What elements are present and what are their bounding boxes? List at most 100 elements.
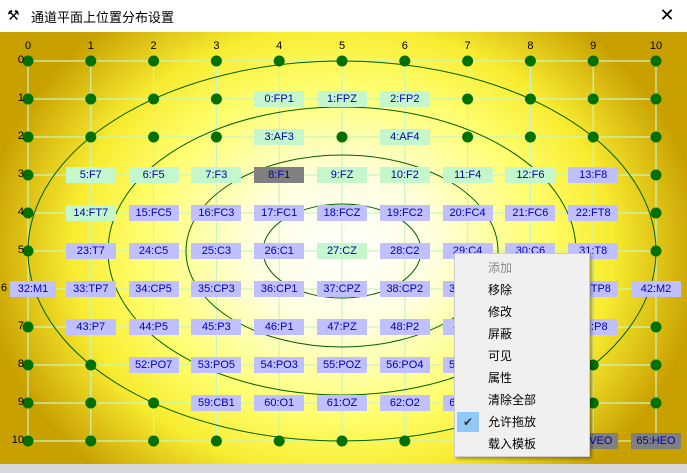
electrode-label[interactable]: 27:CZ xyxy=(317,243,367,259)
menu-item[interactable]: 载入模板 xyxy=(455,433,589,455)
row-number: 4 xyxy=(17,206,24,218)
grid-point-dot xyxy=(210,435,222,447)
electrode-label[interactable]: 11:F4 xyxy=(442,167,493,183)
electrode-label[interactable]: 44:P5 xyxy=(128,319,179,335)
electrode-label[interactable]: 15:FC5 xyxy=(128,205,179,221)
electrode-label[interactable]: 32:M1 xyxy=(10,281,56,297)
electrode-label[interactable]: 10:F2 xyxy=(379,167,430,183)
menu-item-label: 允许拖放 xyxy=(488,415,537,429)
grid-point-dot xyxy=(22,93,34,105)
electrode-label[interactable]: 7:F3 xyxy=(191,167,242,183)
column-number: 2 xyxy=(150,40,157,52)
electrode-label[interactable]: 17:FC1 xyxy=(254,205,305,221)
electrode-label[interactable]: 3:AF3 xyxy=(254,129,305,145)
electrode-label[interactable]: 55:POZ xyxy=(317,357,367,373)
grid-point-dot xyxy=(85,93,97,105)
bottom-border xyxy=(0,464,687,473)
electrode-label[interactable]: 33:TP7 xyxy=(65,281,116,297)
column-number: 7 xyxy=(464,40,471,52)
electrode-label[interactable]: 48:P2 xyxy=(379,319,430,335)
electrode-label[interactable]: 59:CB1 xyxy=(191,395,242,411)
electrode-label[interactable]: 38:CP2 xyxy=(379,281,430,297)
electrode-label[interactable]: 13:F8 xyxy=(568,167,619,183)
menu-item-label: 添加 xyxy=(488,261,513,275)
electrode-label[interactable]: 26:C1 xyxy=(254,243,305,259)
grid-point-dot xyxy=(22,169,34,181)
electrode-label[interactable]: 2:FP2 xyxy=(379,91,430,107)
electrode-label[interactable]: 8:F1 xyxy=(254,167,305,183)
column-number: 9 xyxy=(590,40,597,52)
menu-item[interactable]: 移除 xyxy=(455,279,589,301)
grid-point-dot xyxy=(650,321,662,333)
grid-point-dot xyxy=(650,207,662,219)
electrode-label[interactable]: 5:F7 xyxy=(65,167,116,183)
menu-item[interactable]: 属性 xyxy=(455,367,589,389)
menu-item[interactable]: 屏蔽 xyxy=(455,323,589,345)
electrode-label[interactable]: 0:FP1 xyxy=(254,91,305,107)
electrode-label[interactable]: 9:FZ xyxy=(317,167,367,183)
grid-point-dot xyxy=(587,131,599,143)
electrode-label[interactable]: 21:FC6 xyxy=(505,205,556,221)
row-number: 10 xyxy=(11,434,24,446)
electrode-label[interactable]: 14:FT7 xyxy=(65,205,116,221)
row-number: 5 xyxy=(17,244,24,256)
electrode-label[interactable]: 43:P7 xyxy=(65,319,116,335)
context-menu: 添加移除 修改 屏蔽可见属性清除全部 ✔ 允许拖放载入模板 xyxy=(454,253,590,457)
grid-point-dot xyxy=(399,435,411,447)
electrode-label[interactable]: 18:FCZ xyxy=(317,205,367,221)
close-button[interactable]: ✕ xyxy=(659,5,675,26)
menu-item[interactable]: 添加 xyxy=(455,257,589,279)
grid-point-dot xyxy=(210,93,222,105)
grid-point-dot xyxy=(399,55,411,67)
grid-point-dot xyxy=(524,55,536,67)
electrode-label[interactable]: 6:F5 xyxy=(128,167,179,183)
electrode-label[interactable]: 24:C5 xyxy=(128,243,179,259)
electrode-label[interactable]: 4:AF4 xyxy=(379,129,430,145)
electrode-label[interactable]: 47:PZ xyxy=(317,319,367,335)
electrode-label[interactable]: 61:OZ xyxy=(317,395,367,411)
electrode-label[interactable]: 42:M2 xyxy=(631,281,681,297)
electrode-label[interactable]: 23:T7 xyxy=(65,243,116,259)
menu-item-label: 属性 xyxy=(488,371,513,385)
electrode-label[interactable]: 1:FPZ xyxy=(317,91,367,107)
row-number: 3 xyxy=(17,168,24,180)
electrode-label[interactable]: 52:PO7 xyxy=(128,357,179,373)
column-number: 1 xyxy=(87,40,94,52)
electrode-label[interactable]: 37:CPZ xyxy=(317,281,367,297)
electrode-label[interactable]: 53:PO5 xyxy=(191,357,242,373)
grid-point-dot xyxy=(336,435,348,447)
electrode-label[interactable]: 62:O2 xyxy=(379,395,430,411)
electrode-label[interactable]: 56:PO4 xyxy=(379,357,430,373)
electrode-label[interactable]: 25:C3 xyxy=(191,243,242,259)
menu-item[interactable]: 修改 xyxy=(455,301,589,323)
grid-point-dot xyxy=(210,55,222,67)
electrode-label[interactable]: 28:C2 xyxy=(379,243,430,259)
electrode-label[interactable]: 35:CP3 xyxy=(191,281,242,297)
electrode-label[interactable]: 16:FC3 xyxy=(191,205,242,221)
head-contour-ellipse xyxy=(185,154,499,348)
electrode-label[interactable]: 45:P3 xyxy=(191,319,242,335)
electrode-label[interactable]: 46:P1 xyxy=(254,319,305,335)
electrode-label[interactable]: 36:CP1 xyxy=(254,281,305,297)
checkmark-icon: ✔ xyxy=(457,412,479,432)
row-number: 8 xyxy=(17,358,24,370)
electrode-label[interactable]: 20:FC4 xyxy=(442,205,493,221)
grid-point-dot xyxy=(85,435,97,447)
electrode-label[interactable]: 54:PO3 xyxy=(254,357,305,373)
electrode-label[interactable]: 19:FC2 xyxy=(379,205,430,221)
menu-item[interactable]: 清除全部 xyxy=(455,389,589,411)
menu-item[interactable]: 可见 xyxy=(455,345,589,367)
grid-point-dot xyxy=(85,131,97,143)
electrode-label[interactable]: 22:FT8 xyxy=(568,205,619,221)
electrode-label[interactable]: 65:HEO xyxy=(631,433,681,449)
grid-point-dot xyxy=(650,55,662,67)
menu-item-label: 清除全部 xyxy=(488,393,537,407)
grid-point-dot xyxy=(587,55,599,67)
electrode-label[interactable]: 12:F6 xyxy=(505,167,556,183)
menu-item-label: 可见 xyxy=(488,349,513,363)
grid-point-dot xyxy=(85,55,97,67)
grid-point-dot xyxy=(524,131,536,143)
menu-item[interactable]: ✔ 允许拖放 xyxy=(455,411,589,433)
electrode-label[interactable]: 34:CP5 xyxy=(128,281,179,297)
electrode-label[interactable]: 60:O1 xyxy=(254,395,305,411)
